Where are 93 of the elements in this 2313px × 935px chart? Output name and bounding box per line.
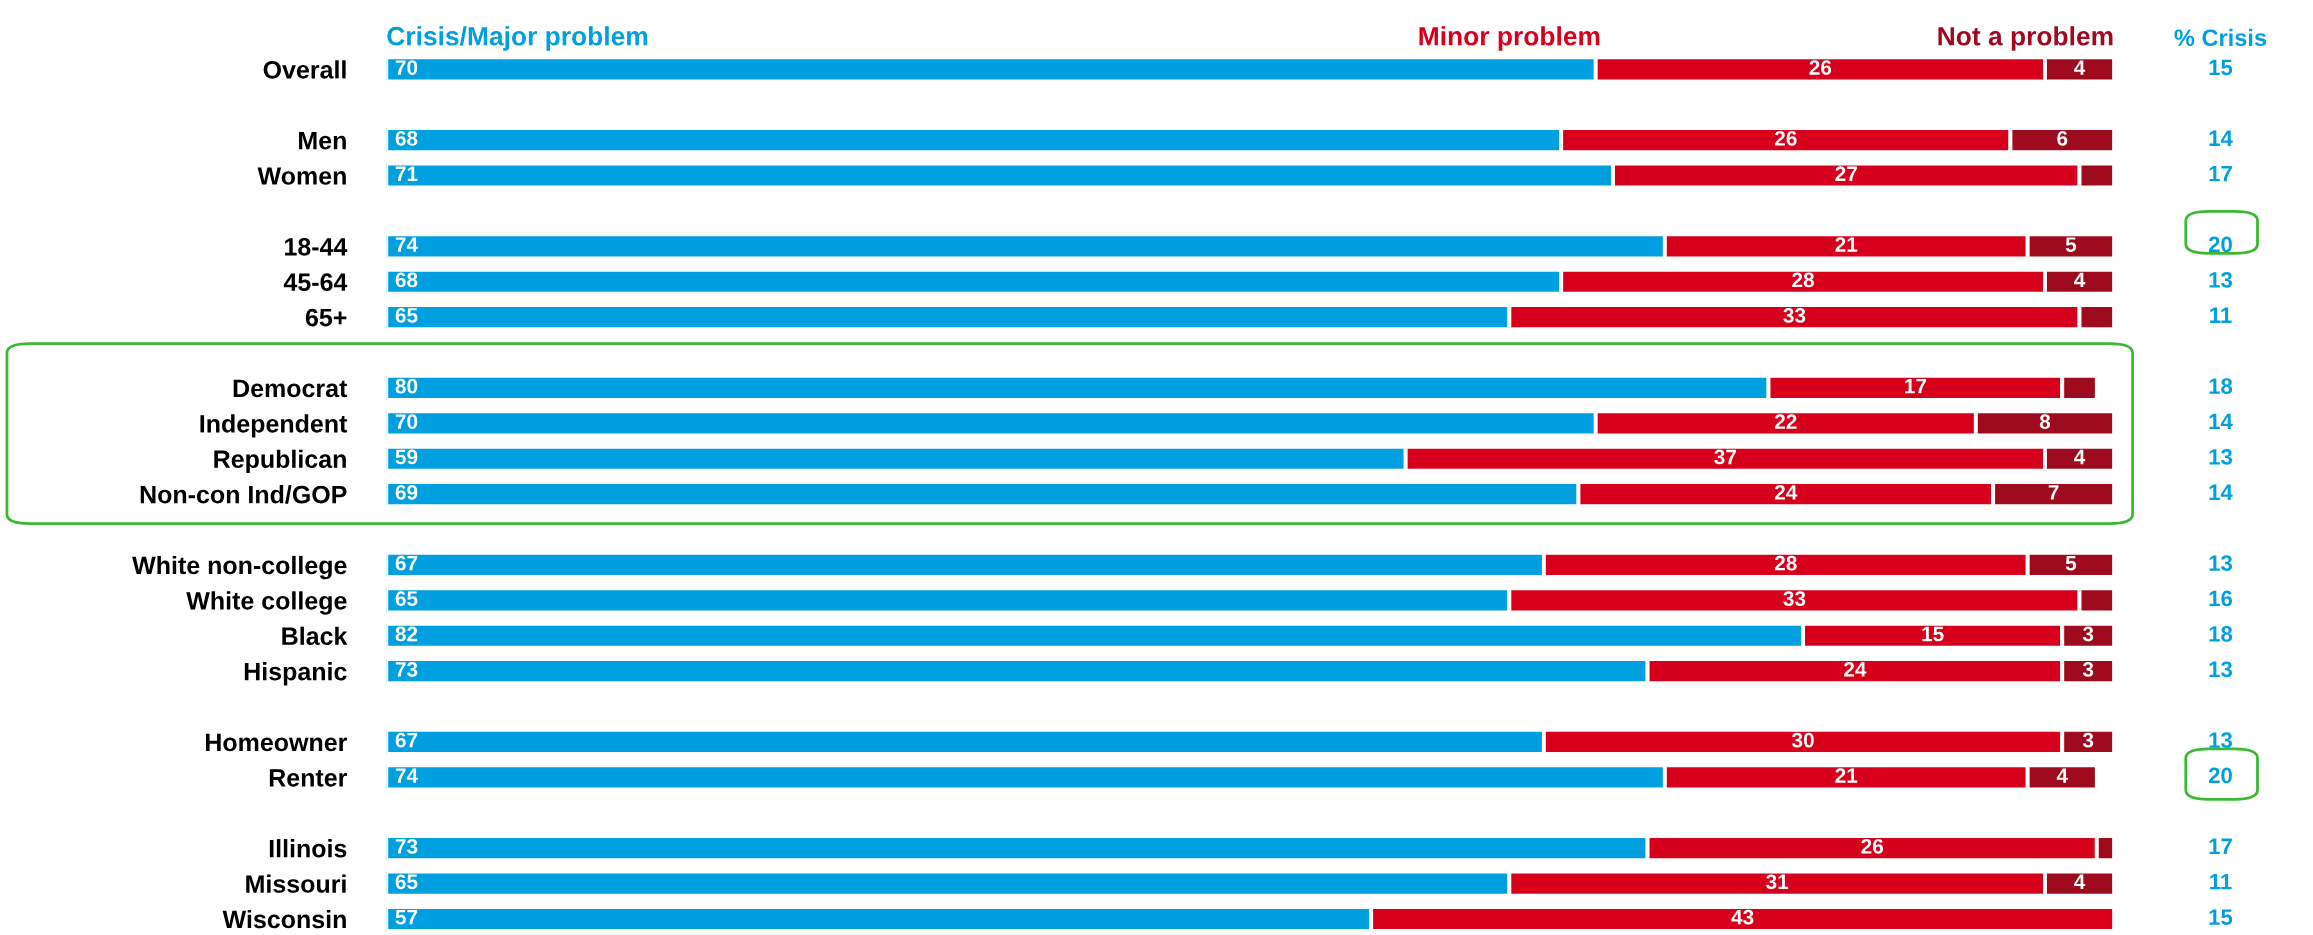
data-label: 26: [1774, 130, 1797, 146]
series-label: Not a problem: [1938, 26, 2113, 51]
y-tick-label: Republican: [214, 449, 346, 473]
data-label: 73: [395, 662, 418, 677]
y-tick-label: 45-64: [283, 273, 348, 292]
data-label: 24: [1844, 662, 1867, 677]
y-tick-label: Overall: [263, 60, 346, 79]
y-tick-label: Wisconsin: [222, 909, 346, 929]
data-label: 59: [395, 449, 418, 465]
data-label: 11: [2210, 307, 2232, 323]
data-label: 13: [2209, 448, 2233, 465]
data-label: 21: [1835, 768, 1858, 783]
data-label: 20: [2208, 767, 2232, 784]
data-label: 4: [2074, 60, 2086, 75]
data-label: 14: [2209, 130, 2233, 146]
data-label: 16: [2209, 590, 2233, 607]
data-label: 15: [2209, 909, 2233, 925]
y-tick-label: Men: [299, 131, 346, 150]
data-label: 4: [2074, 449, 2086, 465]
data-label: 18: [2209, 378, 2233, 394]
series-label: Minor problem: [1419, 26, 1600, 51]
data-label: 30: [1791, 732, 1814, 748]
data-label: 13: [2209, 555, 2233, 571]
data-label: 31: [1766, 874, 1789, 890]
y-tick-label: White non-college: [132, 555, 347, 580]
data-label: 14: [2209, 413, 2233, 430]
y-tick-label: Women: [257, 167, 346, 185]
data-label: 68: [395, 272, 418, 288]
data-label: 68: [395, 130, 418, 146]
data-label: 28: [1774, 555, 1797, 571]
series-label: Crisis/Major problem: [387, 26, 648, 51]
data-label: 33: [1783, 307, 1806, 323]
data-label: 33: [1783, 591, 1806, 606]
data-label: 65: [395, 874, 418, 890]
data-label: 6: [2057, 130, 2068, 146]
data-label: 74: [395, 237, 418, 252]
data-label: 13: [2209, 661, 2233, 678]
y-tick-label: Black: [282, 626, 348, 646]
data-label: 20: [2208, 236, 2232, 253]
data-label: 70: [395, 414, 418, 429]
data-label: 74: [395, 768, 418, 783]
data-label: 26: [1861, 839, 1884, 854]
data-label: 14: [2209, 484, 2233, 500]
data-label: 21: [1835, 237, 1858, 252]
y-tick-label: White college: [186, 591, 347, 615]
data-label: 5: [2065, 237, 2077, 252]
data-label: 71: [395, 166, 418, 181]
data-label: 57: [395, 910, 418, 925]
data-label: 13: [2209, 732, 2233, 748]
y-tick-label: Non-con Ind/GOP: [140, 485, 347, 504]
data-label: 3: [2082, 732, 2094, 748]
y-tick-label: Homeowner: [205, 733, 348, 752]
data-label: 43: [1731, 909, 1754, 925]
data-label: 3: [2082, 662, 2094, 677]
data-label: 17: [2209, 165, 2232, 182]
data-label: 8: [2039, 414, 2051, 429]
data-label: 67: [395, 555, 418, 571]
y-tick-label: Independent: [200, 414, 348, 438]
data-label: 3: [2082, 626, 2094, 642]
data-label: 80: [395, 378, 418, 394]
data-label: 15: [2209, 59, 2233, 76]
data-label: 17: [2209, 838, 2232, 854]
data-label: 4: [2074, 272, 2086, 288]
y-tick-label: 65+: [305, 308, 347, 327]
data-label: 26: [1809, 60, 1832, 75]
data-label: 18: [2209, 625, 2233, 642]
data-label: 70: [395, 60, 418, 75]
data-label: 4: [2074, 874, 2086, 889]
data-label: 82: [395, 626, 418, 642]
data-label: 22: [1774, 414, 1797, 429]
y-tick-label: Democrat: [233, 379, 348, 398]
data-label: 7: [2048, 485, 2059, 500]
y-tick-label: Hispanic: [244, 662, 347, 686]
data-label: 27: [1835, 166, 1857, 181]
y-tick-label: Missouri: [246, 874, 346, 893]
y-tick-label: Renter: [269, 769, 348, 787]
data-label: 67: [395, 732, 418, 748]
text: % Crisis: [2174, 28, 2267, 47]
data-label: 65: [395, 307, 418, 323]
y-tick-label: Illinois: [269, 839, 347, 858]
data-label: 73: [395, 839, 418, 854]
data-label: 5: [2065, 556, 2077, 571]
data-label: 13: [2209, 271, 2233, 288]
data-label: 28: [1792, 272, 1815, 288]
data-label: 37: [1714, 449, 1736, 465]
y-tick-label: 18-44: [285, 237, 348, 256]
data-label: 17: [1905, 379, 1927, 394]
data-label: 65: [395, 591, 418, 606]
data-label: 69: [395, 484, 418, 500]
data-label: 24: [1774, 484, 1798, 500]
data-label: 15: [1922, 626, 1944, 642]
data-label: 11: [2210, 874, 2232, 890]
data-label: 4: [2056, 768, 2068, 783]
